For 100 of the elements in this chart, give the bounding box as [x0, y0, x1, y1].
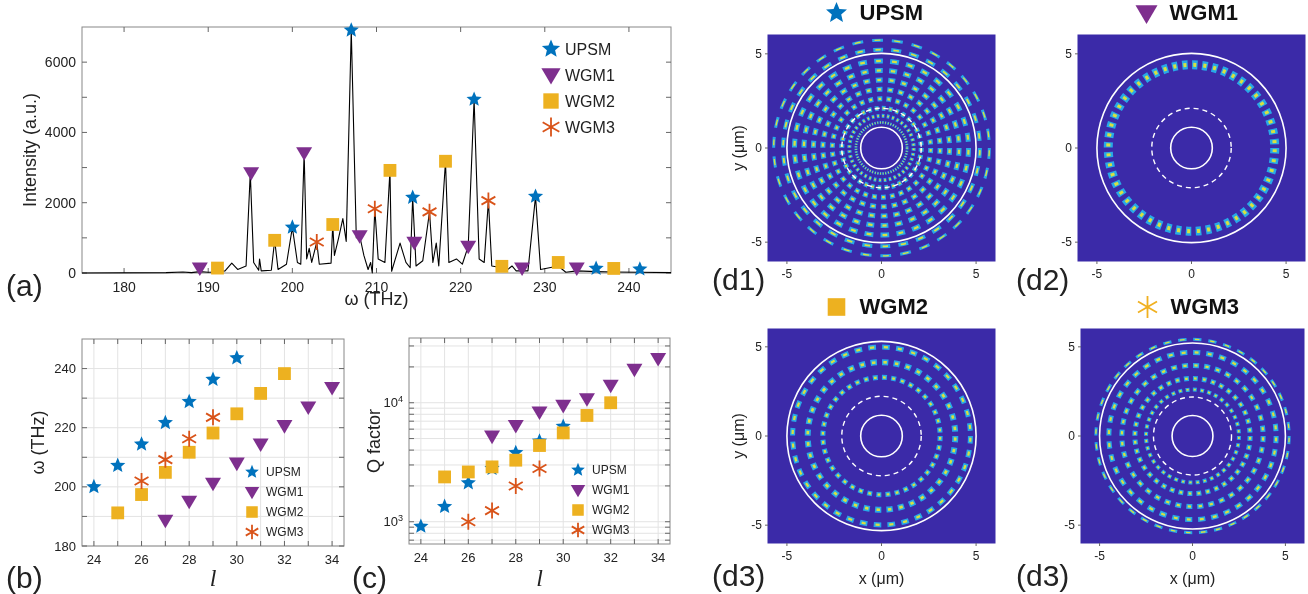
point	[466, 91, 482, 106]
point	[607, 262, 621, 275]
x-tick-label: 32	[603, 550, 618, 565]
legend-label: WGM1	[592, 483, 630, 498]
x-tick-label: 24	[413, 550, 429, 565]
point	[461, 465, 475, 479]
legend-label: UPSM	[565, 40, 612, 58]
point	[588, 260, 604, 275]
point	[650, 352, 667, 367]
point	[229, 349, 245, 365]
point	[531, 406, 548, 421]
y-tick-label: 5	[755, 340, 763, 355]
x-tick-label: 200	[280, 279, 305, 295]
point	[296, 147, 313, 161]
point	[205, 408, 221, 427]
y-tick-label: 5	[755, 47, 763, 62]
point	[436, 498, 453, 514]
point	[191, 262, 208, 277]
x-tick-label: 30	[555, 550, 571, 565]
point	[276, 420, 293, 434]
point	[527, 188, 544, 203]
point	[157, 450, 174, 469]
y-tick-label: 240	[54, 361, 76, 377]
y-tick-label: -5	[1064, 518, 1076, 533]
point	[413, 518, 429, 533]
legend-label: WGM2	[565, 92, 615, 110]
x-tick-label: 0	[878, 267, 886, 281]
legend-label: WGM1	[565, 66, 615, 84]
legend-label: WGM2	[266, 505, 304, 520]
point	[268, 233, 282, 247]
x-tick-label: 5	[1282, 549, 1290, 563]
text: (d1)	[712, 263, 766, 296]
point	[133, 472, 150, 490]
y-tick-label: -5	[751, 235, 763, 250]
point	[157, 414, 173, 430]
chart-title: WGM2	[859, 294, 928, 319]
point	[507, 419, 524, 434]
x-tick-label: -5	[781, 267, 793, 281]
point	[514, 262, 531, 277]
point	[343, 22, 359, 37]
x-tick-label: 5	[972, 267, 980, 281]
point	[366, 199, 383, 218]
y-tick-label: -5	[751, 518, 763, 533]
point	[133, 436, 150, 451]
x-tick-label: -5	[781, 549, 793, 563]
y-tick-label: 0	[755, 429, 763, 444]
point	[324, 381, 341, 396]
x-tick-label: 190	[196, 279, 221, 295]
x-tick-label: 0	[1189, 549, 1197, 563]
legend-label: WGM3	[266, 525, 304, 540]
x-tick-label: 220	[448, 279, 473, 295]
x-tick-label: 24	[86, 552, 102, 567]
point	[421, 202, 438, 221]
point	[383, 163, 397, 177]
x-tick-label: 32	[277, 552, 292, 567]
x-tick-label: -5	[1094, 549, 1106, 563]
point	[181, 393, 197, 409]
x-tick-label: 30	[229, 552, 245, 567]
point	[284, 219, 300, 234]
point	[406, 236, 423, 251]
chart-title: UPSM	[859, 0, 924, 25]
x-axis-title: l	[536, 565, 544, 591]
y-tick-label: 0	[1065, 141, 1073, 156]
y-axis-title: y (μm)	[729, 125, 747, 171]
x-tick-label: 5	[1282, 267, 1290, 281]
chart-title: WGM1	[1169, 0, 1238, 25]
point	[551, 256, 565, 269]
point	[602, 379, 619, 394]
point	[111, 506, 125, 520]
text: (d3)	[712, 559, 766, 592]
x-tick-label: 0	[1188, 267, 1196, 281]
point	[604, 396, 618, 410]
y-tick-label: 5	[1065, 47, 1073, 62]
x-axis-title: x (μm)	[1169, 570, 1216, 587]
point	[484, 501, 500, 520]
point	[205, 371, 221, 386]
x-tick-label: 28	[181, 552, 197, 567]
y-axis-title: ω (THz)	[28, 410, 49, 475]
y-axis-title: y (μm)	[729, 413, 747, 459]
point	[438, 470, 451, 484]
y-tick-label: -5	[1061, 235, 1073, 250]
point	[300, 401, 317, 416]
legend-label: UPSM	[592, 463, 627, 478]
point	[632, 261, 648, 276]
y-tick-label: 0	[1068, 429, 1076, 444]
x-tick-label: 26	[134, 552, 149, 567]
point	[181, 495, 198, 510]
x-tick-label: 0	[878, 549, 886, 563]
point	[86, 478, 102, 494]
legend-label: WGM3	[592, 523, 630, 538]
point	[531, 459, 548, 478]
point	[351, 230, 368, 244]
point	[157, 514, 174, 529]
point	[252, 438, 269, 452]
legend-label: UPSM	[266, 465, 301, 480]
legend-label: WGM2	[592, 503, 630, 518]
y-tick-label: 4000	[44, 124, 77, 141]
point	[182, 445, 196, 459]
x-axis-title: l	[209, 565, 217, 591]
y-tick-label: 10$^{4}$	[383, 394, 403, 411]
